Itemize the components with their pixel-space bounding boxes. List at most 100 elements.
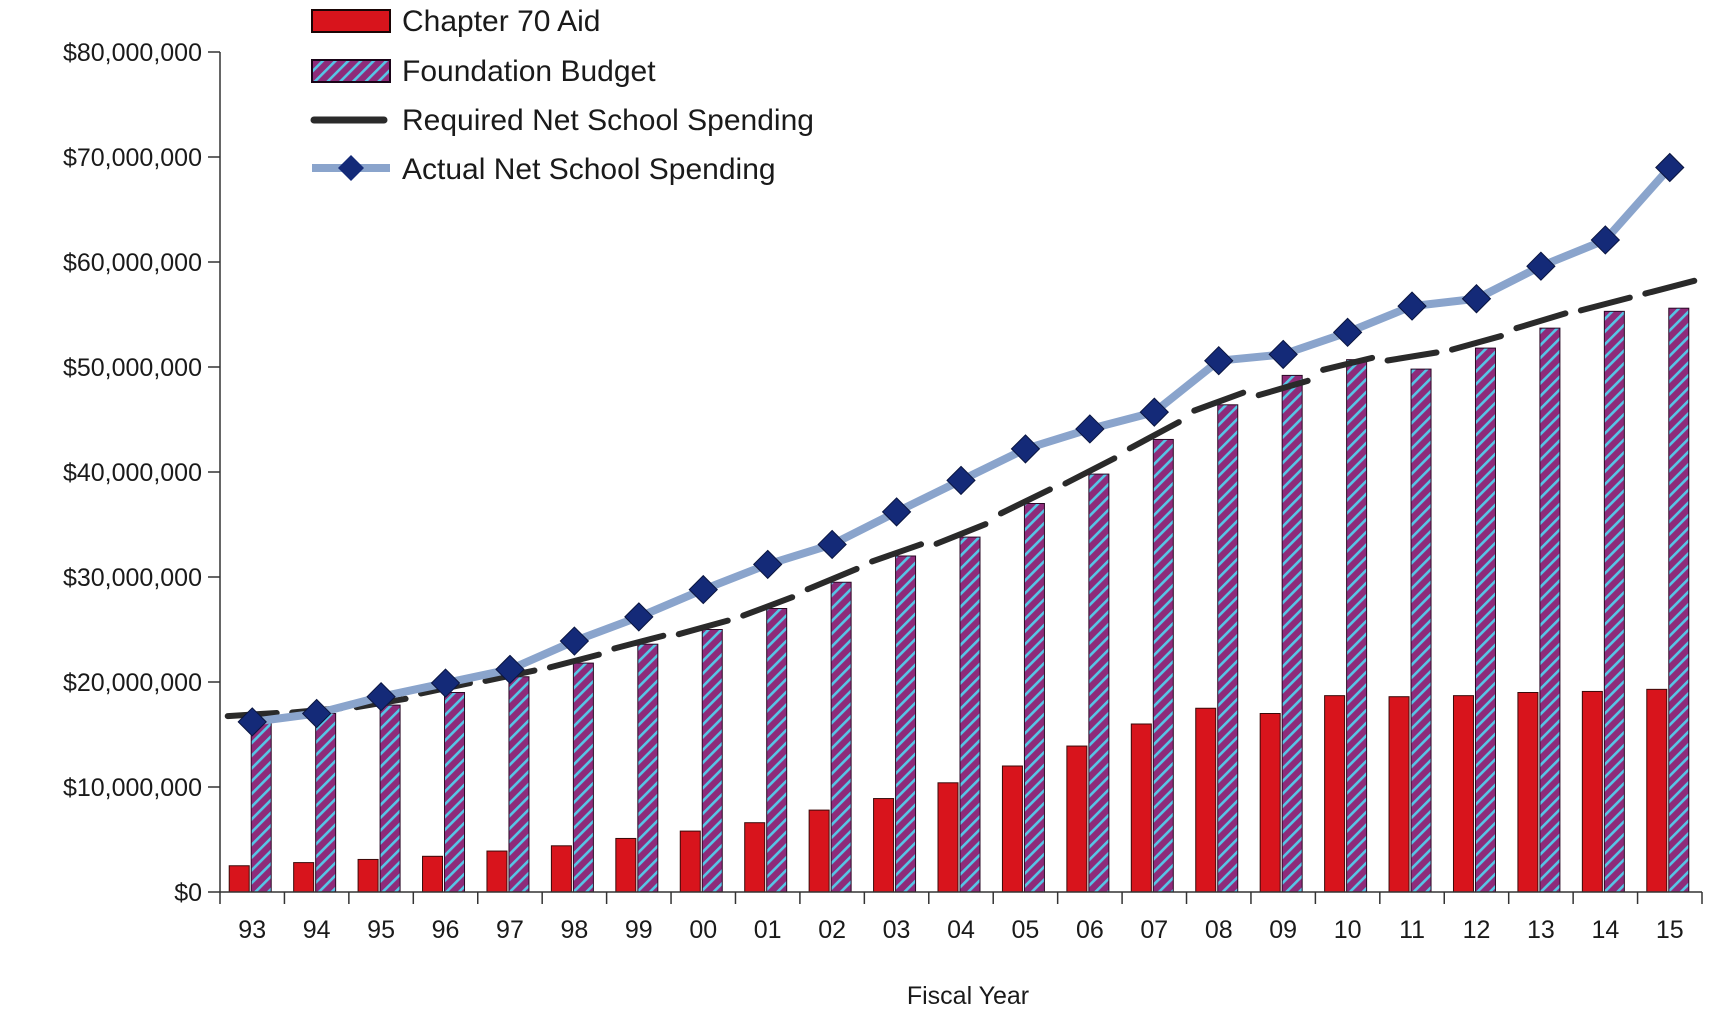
marker-actual-net-school-spending — [237, 707, 267, 737]
legend-label: Foundation Budget — [402, 55, 656, 88]
x-tick-label: 96 — [432, 916, 460, 944]
bar-foundation-budget — [1410, 368, 1432, 893]
marker-actual-net-school-spending — [624, 602, 654, 632]
y-tick-label: $0 — [174, 879, 202, 907]
y-axis-ticks: $0 $10,000,000 $20,000,000 $30,000,000 $40,0… — [63, 39, 220, 907]
segment-required-net-school-spending — [1062, 455, 1118, 487]
legend-label: Required Net School Spending — [402, 104, 814, 137]
bar-chapter-70-aid — [1452, 695, 1474, 893]
x-tick-label: 07 — [1140, 916, 1168, 944]
x-tick-label: 08 — [1205, 916, 1233, 944]
bar-foundation-budget — [959, 536, 981, 893]
x-tick-label: 97 — [496, 916, 524, 944]
legend-label: Chapter 70 Aid — [402, 5, 600, 38]
bar-chapter-70-aid — [808, 809, 830, 893]
segment-required-net-school-spending — [1642, 277, 1698, 297]
segment-required-net-school-spending — [1126, 419, 1182, 452]
bar-chapter-70-aid — [873, 798, 895, 893]
bar-foundation-budget — [830, 581, 852, 893]
marker-actual-net-school-spending — [881, 497, 912, 527]
segment-required-net-school-spending — [611, 632, 667, 652]
bar-chapter-70-aid — [1517, 692, 1539, 893]
segment-required-net-school-spending — [675, 617, 731, 638]
x-tick-label: 04 — [947, 916, 975, 944]
segment-required-net-school-spending — [1384, 349, 1440, 364]
x-tick-label: 14 — [1591, 916, 1619, 944]
bar-foundation-budget — [1023, 503, 1045, 893]
bar-foundation-budget — [1539, 327, 1561, 893]
bar-foundation-budget — [1281, 374, 1303, 893]
marker-actual-net-school-spending — [559, 626, 590, 656]
bar-chapter-70-aid — [1066, 745, 1088, 893]
bar-chapter-70-aid — [486, 850, 508, 893]
diamond-icon — [338, 155, 364, 181]
x-tick-label: 06 — [1076, 916, 1104, 944]
marker-actual-net-school-spending — [688, 574, 718, 605]
segment-required-net-school-spending — [804, 565, 860, 593]
bar-foundation-budget — [637, 643, 659, 893]
marker-actual-net-school-spending — [1461, 284, 1492, 314]
bar-chapter-70-aid — [422, 855, 444, 893]
segment-required-net-school-spending — [1513, 310, 1569, 332]
bar-foundation-budget — [895, 555, 917, 893]
bar-chapter-70-aid — [1259, 713, 1281, 893]
bar-chapter-70-aid — [1388, 696, 1410, 893]
marker-actual-net-school-spending — [1204, 345, 1234, 376]
bar-foundation-budget — [701, 629, 723, 893]
x-axis-title: Fiscal Year — [907, 982, 1029, 1010]
bar-foundation-budget — [1668, 307, 1690, 893]
x-tick-label: 02 — [818, 916, 846, 944]
marker-actual-net-school-spending — [946, 465, 976, 496]
bar-foundation-budget — [1346, 359, 1368, 893]
bar-chapter-70-aid — [615, 837, 637, 893]
segment-required-net-school-spending — [997, 486, 1053, 517]
bar-chapter-70-aid — [1001, 765, 1023, 893]
bar-foundation-budget — [379, 704, 401, 893]
x-tick-label: 94 — [303, 916, 331, 944]
marker-actual-net-school-spending — [430, 668, 461, 698]
x-tick-label: 13 — [1527, 916, 1555, 944]
bar-chapter-70-aid — [550, 845, 572, 893]
bar-foundation-budget — [444, 692, 466, 893]
marker-actual-net-school-spending — [1139, 397, 1170, 427]
marker-actual-net-school-spending — [1655, 152, 1685, 183]
marker-actual-net-school-spending — [1526, 251, 1556, 281]
bar-chapter-70-aid — [1646, 688, 1668, 893]
x-tick-label: 93 — [238, 916, 266, 944]
marker-actual-net-school-spending — [1332, 317, 1363, 348]
segment-required-net-school-spending — [740, 594, 796, 619]
segment-required-net-school-spending — [1255, 377, 1311, 399]
bar-chapter-70-aid — [744, 822, 766, 893]
x-tick-label: 10 — [1334, 916, 1362, 944]
y-tick-label: $60,000,000 — [63, 249, 202, 277]
bar-chapter-70-aid — [1581, 690, 1603, 893]
x-tick-label: 99 — [625, 916, 653, 944]
segment-required-net-school-spending — [933, 521, 989, 547]
x-tick-label: 15 — [1656, 916, 1684, 944]
bar-foundation-budget — [1603, 310, 1625, 893]
bar-foundation-budget — [572, 662, 594, 893]
marker-actual-net-school-spending — [1075, 414, 1105, 444]
marker-actual-net-school-spending — [1010, 434, 1041, 464]
y-tick-label: $10,000,000 — [63, 774, 202, 802]
segment-required-net-school-spending — [546, 651, 602, 671]
bar-chapter-70-aid — [1195, 707, 1217, 893]
bar-foundation-budget — [766, 608, 788, 893]
bar-foundation-budget — [1474, 347, 1496, 893]
y-tick-label: $50,000,000 — [63, 354, 202, 382]
x-tick-label: 09 — [1269, 916, 1297, 944]
x-tick-label: 98 — [560, 916, 588, 944]
marker-actual-net-school-spending — [495, 654, 525, 685]
marker-actual-net-school-spending — [817, 529, 847, 560]
legend: Chapter 70 Aid Foundation Budget Required … — [310, 5, 814, 186]
y-tick-label: $30,000,000 — [63, 564, 202, 592]
y-tick-label: $80,000,000 — [63, 39, 202, 67]
x-axis-ticks: 93 94 95 96 97 98 99 00 01 02 03 04 05 06 07 08 09 10 11 12… — [219, 892, 1703, 944]
bar-chapter-70-aid — [937, 782, 959, 893]
marker-actual-net-school-spending — [301, 698, 332, 729]
actual-spending-layer — [237, 152, 1685, 737]
legend-label: Actual Net School Spending — [402, 153, 776, 186]
x-tick-label: 01 — [754, 916, 782, 944]
